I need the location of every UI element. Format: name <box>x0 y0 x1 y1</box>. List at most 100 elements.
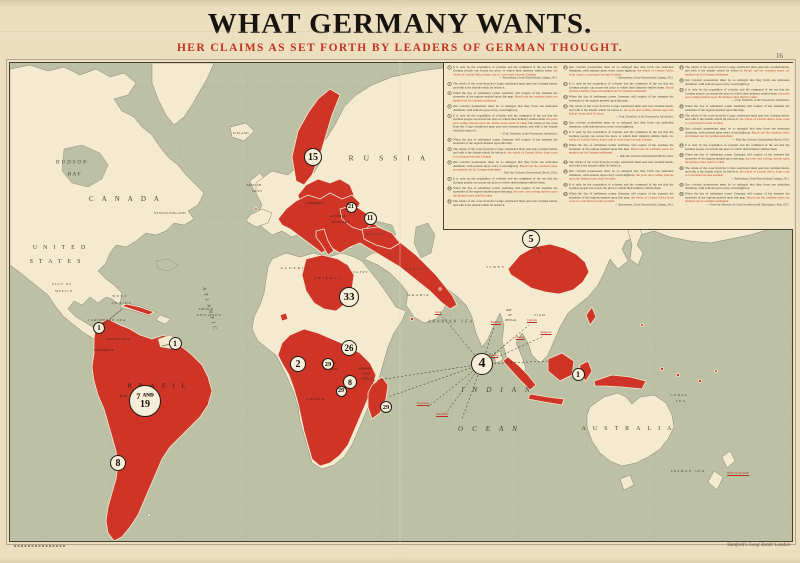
legend-quote: Our colonial possessions must be so enla… <box>569 169 674 177</box>
legend-item: 30 When the day of settlement comes Germa… <box>679 153 790 164</box>
legend-quote: It is only by the acquisition of colonie… <box>569 182 674 191</box>
iceland <box>229 122 255 142</box>
legend-item: 28 Our colonial possessions must be so en… <box>679 127 790 142</box>
hudson-bay <box>61 144 109 188</box>
poster-title: WHAT GERMANY WANTS. <box>207 8 593 40</box>
legend-item: 16 Our colonial possessions must be so en… <box>563 121 674 128</box>
legend-item: 18 When the day of settlement comes Germa… <box>563 143 674 159</box>
legend-quote-red: the whole of Central Africa from coast t… <box>569 134 674 142</box>
map-label: BLACK SEA <box>365 232 385 236</box>
map-label: OF <box>508 313 512 317</box>
legend-attribution: — Prof. Delbrück, in the Preussische Jah… <box>499 132 558 136</box>
legend-item-number: 2 <box>447 82 452 86</box>
map-label: UNITED <box>32 245 92 251</box>
legend-item-number: 14 <box>563 95 568 99</box>
claim-number-badge: 4 <box>471 353 493 375</box>
legend-attribution: — Prof. Delbrück, in the Preussische Jah… <box>615 115 674 119</box>
legend-item-number: 7 <box>447 147 452 152</box>
new-zealand-south <box>707 470 724 491</box>
map-label: RUSSIA <box>348 153 436 163</box>
claim-number-badge: 1 <box>571 367 585 381</box>
page-number: 16 <box>776 52 783 60</box>
legend-quote-red: the ports and coaling stations upon the … <box>569 173 674 181</box>
claim-dot-britain <box>254 207 258 211</box>
legend-quote: Our colonial possessions must be so enla… <box>685 182 790 191</box>
claim-sumatra <box>502 356 537 391</box>
legend-item-number: 4 <box>447 104 452 109</box>
legend-quote-red: the whole of Central Africa from coast t… <box>685 169 790 178</box>
legend-quote-red: the ports and coaling stations upon the … <box>453 117 558 125</box>
legend-quote-red: the whole of Central Africa from coast t… <box>569 69 674 77</box>
legend-item: 14 When the day of settlement comes Germa… <box>563 95 674 102</box>
claim-dot-pacific-1 <box>660 366 665 371</box>
map-label: INDIES <box>111 301 133 305</box>
legend-quote-red: the whole of Central Africa from coast t… <box>569 195 674 204</box>
map-label: VENEZUELA <box>105 337 131 341</box>
legend-item: 7 The whole of the coast from the Congo s… <box>447 147 558 159</box>
german-claims <box>91 88 718 541</box>
claim-number-badge: 7 ᴬᴺᴰ 19 <box>129 385 161 417</box>
legend-attribution: — Tannenberg, Gross-Deutschland, Leipzig… <box>614 203 674 207</box>
claim-madagascar <box>367 376 389 420</box>
legend-item-number: 25 <box>679 88 684 92</box>
legend-columns: 1 It is only by the acquisition of coloni… <box>444 63 793 229</box>
claim-china <box>507 243 590 295</box>
legend-item-number: 24 <box>679 78 684 83</box>
legend-quote-red: the whole of Central Africa from coast t… <box>685 117 790 125</box>
legend-attribution: — Tannenberg, Gross-Deutschland, Leipzig… <box>730 177 790 181</box>
poster-subtitle: HER CLAIMS AS SET FORTH BY LEADERS OF GE… <box>176 42 624 54</box>
claim-number-badge: 29 <box>322 358 334 370</box>
legend-quote: Our colonial possessions must be so enla… <box>453 104 558 112</box>
legend-quote-red: the ports and coaling stations upon the … <box>453 190 558 198</box>
map-label: SIAM <box>534 313 546 317</box>
claim-philippines <box>585 306 597 326</box>
map-label: ICELAND <box>233 131 249 135</box>
legend-quote: When the day of settlement comes Germany… <box>685 153 790 161</box>
claim-number-badge: 29 <box>380 401 392 413</box>
port-label: NEW ZEALAND <box>727 471 749 476</box>
legend-item-number: 15 <box>563 104 568 109</box>
port-label: Bombay <box>490 320 502 325</box>
legend-quote: When the day of settlement comes Germany… <box>453 186 558 194</box>
claim-number-badge: 8 <box>343 375 357 389</box>
legend-item: 23 The whole of the coast from the Congo … <box>679 65 790 77</box>
claim-anatolia <box>361 226 401 250</box>
map-label: OCEAN <box>458 425 526 433</box>
legend-quote: It is only by the acquisition of colonie… <box>453 177 558 185</box>
map-label: AUSTRIA <box>330 214 346 218</box>
legend-item-number: 12 <box>563 65 568 70</box>
claim-new-guinea <box>593 374 647 390</box>
legend-item: 25 It is only by the acquisition of colon… <box>679 88 790 103</box>
map-label: BENGAL <box>505 318 517 322</box>
legend-item-number: 17 <box>563 130 568 135</box>
claim-number-badge: 1 <box>168 336 182 350</box>
legend-item: 31 The whole of the coast from the Congo … <box>679 166 790 181</box>
legend-item-number: 27 <box>679 114 684 118</box>
great-lakes <box>155 258 179 272</box>
legend-item: 9 It is only by the acquisition of coloni… <box>447 177 558 185</box>
claim-java <box>527 393 565 406</box>
legend-quote-red: the whole of Central Africa from coast t… <box>453 151 558 159</box>
legend-item-number: 11 <box>447 199 452 204</box>
legend-item: 15 The whole of the coast from the Congo … <box>563 104 674 120</box>
legend-item-number: 1 <box>447 65 452 70</box>
port-label: Colombo <box>487 353 499 358</box>
legend-item-number: 32 <box>679 182 684 187</box>
hispaniola <box>155 314 172 325</box>
legend-item-number: 18 <box>563 143 568 148</box>
legend-attribution: — Tannenberg, Gross-Deutschland, Leipzig… <box>498 76 558 80</box>
legend-item-number: 20 <box>563 169 568 174</box>
claim-dot-aden <box>409 316 414 321</box>
claim-number-badge: 15 <box>304 148 322 166</box>
map-label: TRIPOLI <box>314 276 342 280</box>
legend-item-number: 16 <box>563 121 568 125</box>
legend-quote: When the day of settlement comes Germany… <box>453 137 558 146</box>
map-label: WEST AFRICA <box>196 313 222 317</box>
map-label: WEST <box>112 294 128 298</box>
map-label: GULF OF <box>51 282 73 286</box>
claim-number-badge: 1 <box>93 322 105 334</box>
claim-dot-pacific-4 <box>714 369 718 373</box>
map-label: EGYPT <box>353 270 369 274</box>
legend-quote: The whole of the coast from the Congo so… <box>453 199 558 207</box>
